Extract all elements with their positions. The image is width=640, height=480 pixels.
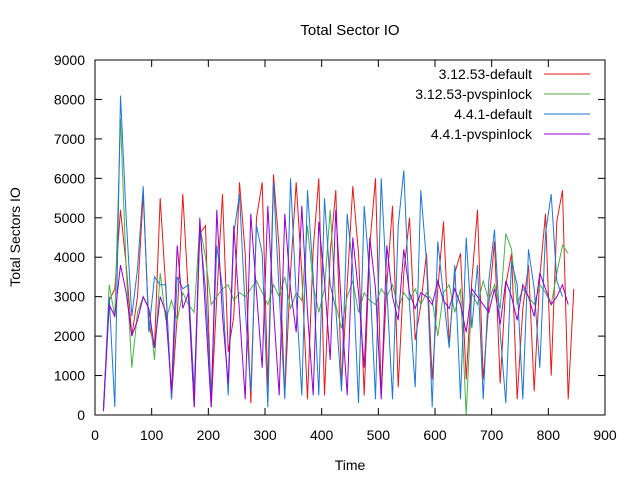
x-tick-label: 0 xyxy=(91,427,99,443)
y-tick-label: 1000 xyxy=(54,368,85,384)
x-tick-label: 900 xyxy=(593,427,617,443)
x-tick-label: 700 xyxy=(480,427,504,443)
x-tick-label: 800 xyxy=(537,427,561,443)
y-tick-label: 2000 xyxy=(54,328,85,344)
y-tick-label: 6000 xyxy=(54,170,85,186)
series-layer xyxy=(103,95,575,416)
x-axis-label: Time xyxy=(335,457,366,473)
plot-frame xyxy=(94,59,606,416)
y-tick-label: 3000 xyxy=(54,289,85,305)
series-line-3 xyxy=(103,205,569,412)
x-tick-label: 400 xyxy=(310,427,334,443)
chart-title: Total Sector IO xyxy=(300,22,399,39)
axis-ticks: 0 100 200 300 400 500 600 700 800 900010002000300… xyxy=(54,52,617,443)
y-tick-label: 7000 xyxy=(54,131,85,147)
legend-label: 4.4.1-pvspinlock xyxy=(431,126,533,142)
legend: 3.12.53-default 3.12.53-pvspinlock 4.4.1-d… xyxy=(415,66,590,142)
series-line-1 xyxy=(103,119,569,416)
series-line-0 xyxy=(103,174,575,408)
y-tick-label: 4000 xyxy=(54,249,85,265)
y-tick-label: 8000 xyxy=(54,91,85,107)
y-axis-label: Total Sectors IO xyxy=(7,187,23,287)
y-tick-label: 5000 xyxy=(54,210,85,226)
y-tick-label: 9000 xyxy=(54,52,85,68)
x-tick-label: 200 xyxy=(197,427,221,443)
legend-label: 3.12.53-default xyxy=(439,66,533,82)
x-tick-label: 500 xyxy=(367,427,391,443)
x-tick-label: 600 xyxy=(423,427,447,443)
legend-label: 3.12.53-pvspinlock xyxy=(415,86,533,102)
x-tick-label: 300 xyxy=(253,427,277,443)
y-tick-label: 0 xyxy=(77,407,85,423)
x-tick-label: 100 xyxy=(140,427,164,443)
legend-label: 4.4.1-default xyxy=(454,106,532,122)
